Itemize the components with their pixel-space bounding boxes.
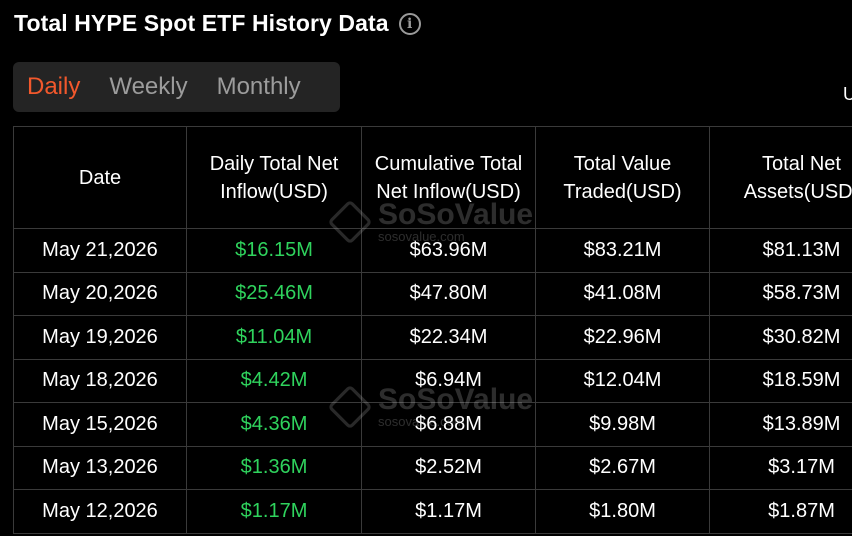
table-row: May 13,2026 $1.36M $2.52M $2.67M $3.17M [14, 446, 852, 490]
cell-cumulative-inflow: $6.88M [362, 403, 536, 447]
cell-daily-inflow: $4.36M [187, 403, 362, 447]
cell-value-traded: $1.80M [536, 490, 710, 534]
cell-cumulative-inflow: $22.34M [362, 316, 536, 360]
cell-date: May 19,2026 [14, 316, 187, 360]
cell-net-assets: $18.59M [710, 359, 852, 403]
page-title: Total HYPE Spot ETF History Data [14, 10, 389, 37]
table-row: May 19,2026 $11.04M $22.34M $22.96M $30.… [14, 316, 852, 360]
cell-cumulative-inflow: $1.17M [362, 490, 536, 534]
tab-daily[interactable]: Daily [27, 73, 80, 101]
table-row: May 18,2026 $4.42M $6.94M $12.04M $18.59… [14, 359, 852, 403]
cell-daily-inflow: $11.04M [187, 316, 362, 360]
history-table: Date Daily Total Net Inflow(USD) Cumulat… [13, 126, 852, 534]
cell-date: May 18,2026 [14, 359, 187, 403]
table-header-row: Date Daily Total Net Inflow(USD) Cumulat… [14, 127, 852, 229]
cut-off-control-label[interactable]: U [843, 84, 852, 105]
tab-weekly[interactable]: Weekly [109, 73, 187, 101]
cell-date: May 12,2026 [14, 490, 187, 534]
column-header-daily-inflow: Daily Total Net Inflow(USD) [187, 127, 362, 229]
cell-cumulative-inflow: $6.94M [362, 359, 536, 403]
cell-cumulative-inflow: $47.80M [362, 272, 536, 316]
cell-daily-inflow: $1.17M [187, 490, 362, 534]
cell-date: May 13,2026 [14, 446, 187, 490]
column-header-cumulative-inflow: Cumulative Total Net Inflow(USD) [362, 127, 536, 229]
cell-value-traded: $9.98M [536, 403, 710, 447]
cell-value-traded: $12.04M [536, 359, 710, 403]
cell-daily-inflow: $25.46M [187, 272, 362, 316]
cell-cumulative-inflow: $2.52M [362, 446, 536, 490]
cell-net-assets: $58.73M [710, 272, 852, 316]
cell-daily-inflow: $16.15M [187, 229, 362, 273]
cell-daily-inflow: $1.36M [187, 446, 362, 490]
cell-net-assets: $30.82M [710, 316, 852, 360]
column-header-date: Date [14, 127, 187, 229]
cell-date: May 21,2026 [14, 229, 187, 273]
period-tabs: Daily Weekly Monthly [13, 62, 340, 112]
cell-cumulative-inflow: $63.96M [362, 229, 536, 273]
cell-daily-inflow: $4.42M [187, 359, 362, 403]
page-header: Total HYPE Spot ETF History Data i [14, 10, 421, 37]
info-icon[interactable]: i [399, 13, 421, 35]
cell-date: May 15,2026 [14, 403, 187, 447]
table-row: May 21,2026 $16.15M $63.96M $83.21M $81.… [14, 229, 852, 273]
history-table-container: Date Daily Total Net Inflow(USD) Cumulat… [13, 126, 852, 536]
table-row: May 20,2026 $25.46M $47.80M $41.08M $58.… [14, 272, 852, 316]
table-row: May 15,2026 $4.36M $6.88M $9.98M $13.89M [14, 403, 852, 447]
cell-net-assets: $81.13M [710, 229, 852, 273]
column-header-net-assets: Total Net Assets(USD) [710, 127, 852, 229]
column-header-value-traded: Total Value Traded(USD) [536, 127, 710, 229]
tab-monthly[interactable]: Monthly [217, 73, 301, 101]
cell-net-assets: $1.87M [710, 490, 852, 534]
cell-value-traded: $41.08M [536, 272, 710, 316]
cell-date: May 20,2026 [14, 272, 187, 316]
cell-value-traded: $2.67M [536, 446, 710, 490]
cell-net-assets: $3.17M [710, 446, 852, 490]
table-row: May 12,2026 $1.17M $1.17M $1.80M $1.87M [14, 490, 852, 534]
cell-value-traded: $22.96M [536, 316, 710, 360]
cell-value-traded: $83.21M [536, 229, 710, 273]
cell-net-assets: $13.89M [710, 403, 852, 447]
